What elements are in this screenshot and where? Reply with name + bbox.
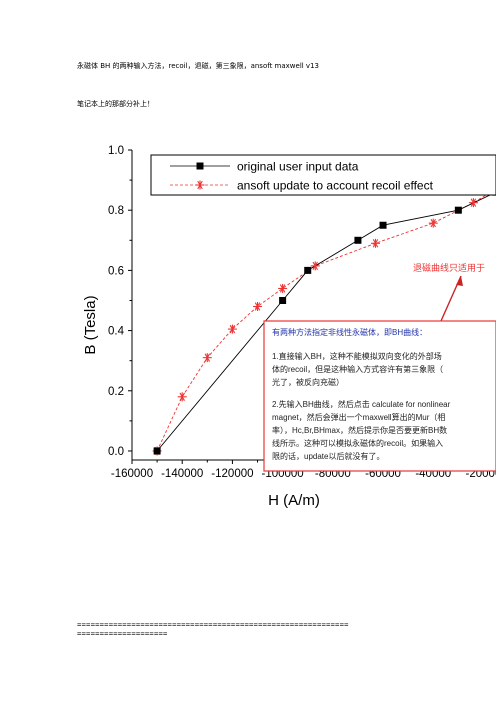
- data-point-ansoft: [428, 218, 438, 228]
- legend-label-ansoft: ansoft update to account recoil effect: [237, 179, 434, 193]
- explanation-line: 体的recoil，但是这种输入方式容许有第三象限（: [272, 364, 443, 374]
- data-point-original: [354, 236, 362, 244]
- y-tick-label: 0.8: [108, 205, 124, 217]
- note-text: 笔记本上的那部分补上！: [77, 100, 154, 108]
- x-tick-label: -160000: [111, 468, 153, 480]
- explanation-line: 率），Hc,Br,BHmax，然后提示你是否要更新BH数: [272, 425, 447, 435]
- pointer-label: 退磁曲线只适用于: [413, 262, 485, 273]
- data-point-ansoft: [202, 353, 212, 363]
- x-tick-label: -140000: [161, 468, 203, 480]
- data-point-original: [304, 266, 312, 274]
- data-point-ansoft: [310, 261, 320, 271]
- explanation-line: 线所示。这种可以模拟永磁体的recoil。如果输入: [272, 438, 443, 448]
- data-point-ansoft: [371, 238, 381, 248]
- data-point-ansoft: [227, 324, 237, 334]
- bh-curve-figure: -160000 -140000 -120000 -100000 -80000 -60000…: [82, 145, 496, 509]
- legend-asterisk-icon: [195, 180, 205, 190]
- data-point-original: [454, 206, 462, 214]
- pointer-arrow-head: [456, 276, 463, 286]
- data-point-original: [279, 296, 287, 304]
- legend-marker-original: [196, 162, 204, 170]
- y-axis-label: B (Tesla): [82, 295, 99, 354]
- y-tick-label: 0.0: [108, 446, 124, 458]
- legend-marker-ansoft: [195, 180, 205, 190]
- data-point-ansoft: [177, 392, 187, 402]
- data-point-ansoft: [253, 302, 263, 312]
- data-point-original: [153, 447, 161, 455]
- legend-box: [150, 154, 496, 196]
- series-line-1: [156, 188, 496, 452]
- explanation-box: [263, 320, 496, 472]
- separator-line-short: ====================: [77, 629, 168, 638]
- explanation-line: magnet，然后会弹出一个maxwell算出的Mur（相: [272, 412, 445, 422]
- separator-line: ========================================…: [77, 620, 349, 629]
- chart-axes: -160000 -140000 -120000 -100000 -80000 -60000…: [82, 145, 496, 509]
- explanation-line: 1.直接输入BH，这种不能模拟双向变化的外部场: [272, 351, 442, 361]
- legend-label-original: original user input data: [237, 160, 359, 174]
- explanation-method-2: 2.先输入BH曲线，然后点击 calculate for nonlinear ma…: [272, 399, 451, 461]
- y-tick-label: 0.6: [108, 265, 124, 277]
- explanation-title: 有两种方法指定非线性永磁体，即BH曲线：: [272, 327, 427, 337]
- data-point-original: [379, 221, 387, 229]
- explanation-line: 限的话，update以后就没有了。: [272, 451, 384, 461]
- y-tick-label: 0.4: [108, 326, 125, 338]
- document-title: 永磁体 BH 的两种输入方法，recoil，退磁，第三象限，ansoft max…: [77, 62, 319, 70]
- y-tick-label: 1.0: [108, 145, 124, 157]
- chart-series: [152, 184, 496, 456]
- x-tick-label: -120000: [211, 468, 253, 480]
- data-point-ansoft: [468, 198, 478, 208]
- chart-legend: original user input data ansoft update t…: [150, 154, 496, 196]
- explanation-line: 2.先输入BH曲线，然后点击 calculate for nonlinear: [272, 399, 451, 409]
- chart-annotations: 退磁曲线只适用于 有两种方法指定非线性永磁体，即BH曲线： 1.直接输入BH，这…: [263, 262, 496, 472]
- x-axis-label: H (A/m): [268, 492, 320, 509]
- explanation-line: 光了，被反向充磁）: [272, 377, 344, 387]
- data-point-ansoft: [278, 283, 288, 293]
- y-tick-label: 0.2: [108, 386, 124, 398]
- explanation-method-1: 1.直接输入BH，这种不能模拟双向变化的外部场体的recoil，但是这种输入方式…: [272, 351, 443, 387]
